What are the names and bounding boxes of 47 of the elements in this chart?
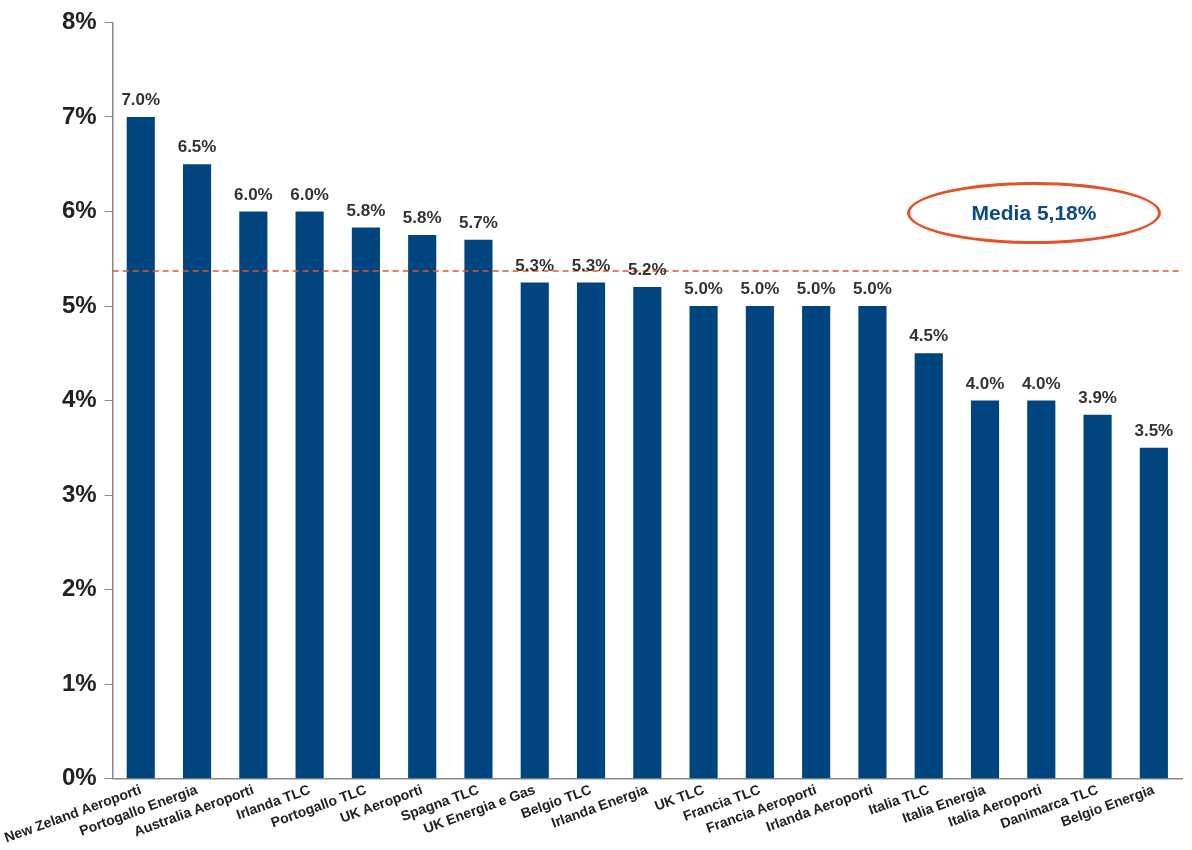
bar [633,287,662,779]
y-tick-label: 0% [61,763,97,791]
bar [970,400,1000,779]
bar [351,227,380,779]
bar [295,211,324,779]
bar [126,116,155,779]
data-label: 4.0% [965,373,1005,393]
bar [914,353,943,779]
bar [182,164,212,779]
bar [408,235,437,779]
data-label: 5.8% [402,208,442,228]
data-label: 3.9% [1078,387,1117,407]
bar [1083,414,1112,779]
bar [1139,447,1168,779]
data-label: 5.8% [346,200,386,220]
bar [520,282,549,779]
bar [802,306,831,779]
bar [1027,400,1056,779]
y-tick-label: 4% [61,385,97,413]
data-label: 4.5% [909,326,949,346]
y-tick-label: 7% [61,101,97,129]
data-label: 5.3% [571,255,611,275]
y-tick-label: 8% [61,7,97,35]
data-label: 3.5% [1134,421,1174,441]
data-label: 5.0% [853,279,892,299]
data-label: 5.2% [627,260,667,280]
data-label: 5.0% [684,279,723,299]
y-tick-label: 5% [61,290,97,318]
data-label: 6.5% [177,137,217,157]
bar [858,306,887,779]
data-label: 5.0% [796,279,836,299]
y-tick-label: 3% [61,479,97,507]
y-tick-label: 2% [61,574,97,602]
bar [745,306,774,779]
data-label: 6.0% [290,184,329,204]
y-tick-label: 6% [61,196,97,224]
data-label: 5.3% [515,255,555,275]
bar [576,282,606,779]
bar [464,239,493,779]
bar [689,306,718,779]
data-label: 6.0% [233,184,273,204]
bar [239,211,268,779]
data-label: 5.7% [459,213,498,233]
data-label: 7.0% [121,90,161,110]
data-label: 5.0% [740,279,780,299]
data-label: 4.0% [1021,373,1061,393]
y-tick-label: 1% [61,668,97,696]
